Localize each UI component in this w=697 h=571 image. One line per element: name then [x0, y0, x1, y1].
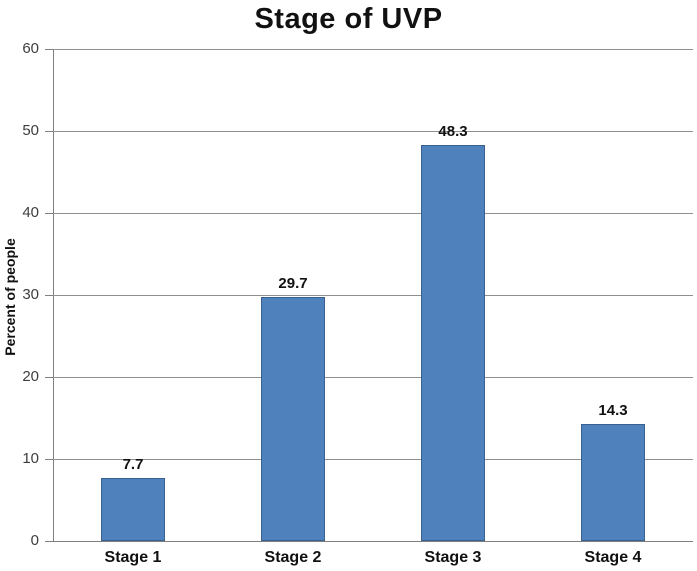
y-axis-tick	[45, 49, 53, 50]
x-tick-label: Stage 1	[104, 549, 162, 566]
y-tick-label: 20	[22, 368, 39, 385]
y-axis-tick	[45, 541, 53, 542]
bar	[261, 297, 325, 541]
gridline	[53, 213, 693, 214]
plot-area: 7.7 29.7 48.3 14.3	[53, 49, 693, 542]
gridline	[53, 49, 693, 50]
bar-value-label: 7.7	[122, 456, 144, 473]
x-axis-line	[53, 541, 693, 542]
bar-value-label: 14.3	[598, 402, 628, 419]
x-tick-label: Stage 2	[264, 549, 322, 566]
gridline	[53, 459, 693, 460]
gridline	[53, 131, 693, 132]
y-axis-tick	[45, 131, 53, 132]
gridline	[53, 295, 693, 296]
y-tick-label: 50	[22, 122, 39, 139]
y-tick-label: 40	[22, 204, 39, 221]
chart-title: Stage of UVP	[254, 3, 443, 35]
bar	[101, 478, 165, 541]
y-axis-tick	[45, 459, 53, 460]
y-axis-tick	[45, 295, 53, 296]
bar	[581, 424, 645, 541]
bar-value-label: 48.3	[438, 123, 468, 140]
bar-value-label: 29.7	[278, 275, 308, 292]
y-tick-label: 60	[22, 40, 39, 57]
y-tick-label: 30	[22, 286, 39, 303]
gridline	[53, 377, 693, 378]
y-axis-tick	[45, 213, 53, 214]
y-tick-label: 10	[22, 450, 39, 467]
x-tick-label: Stage 4	[584, 549, 642, 566]
bar	[421, 145, 485, 541]
y-tick-label: 0	[30, 532, 39, 549]
x-tick-label: Stage 3	[424, 549, 482, 566]
y-axis-tick	[45, 377, 53, 378]
